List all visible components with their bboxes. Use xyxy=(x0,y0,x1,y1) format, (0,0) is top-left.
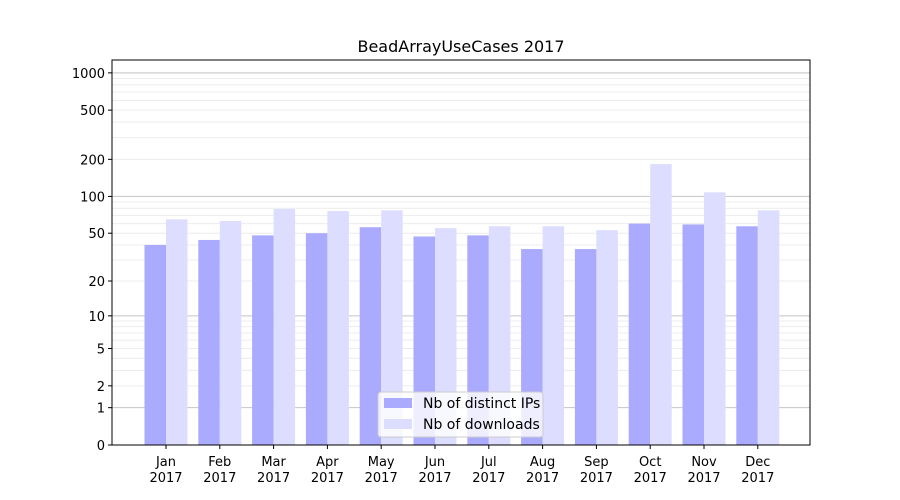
x-tick-label: 2017 xyxy=(634,471,667,486)
y-tick-label: 5 xyxy=(97,342,105,357)
bar-downloads xyxy=(327,211,349,445)
bar-downloads xyxy=(488,226,511,445)
legend-box xyxy=(377,391,544,438)
x-tick-label: Dec xyxy=(745,455,770,470)
legend-swatch-downloads xyxy=(384,419,412,429)
bar-downloads xyxy=(704,192,726,445)
x-tick-label: 2017 xyxy=(311,471,344,486)
bar-distinct-ips xyxy=(628,223,651,445)
x-tick-label: Aug xyxy=(530,455,555,470)
x-tick-label: Apr xyxy=(316,455,339,470)
x-tick-label: 2017 xyxy=(526,471,559,486)
x-tick-label: 2017 xyxy=(365,471,398,486)
bar-downloads xyxy=(435,228,457,445)
x-tick-label: 2017 xyxy=(687,471,720,486)
bar-distinct-ips xyxy=(736,226,758,445)
bar-distinct-ips xyxy=(305,233,328,445)
x-tick-label: 2017 xyxy=(741,471,774,486)
y-tick-label: 10 xyxy=(88,310,105,325)
y-tick-label: 0 xyxy=(97,439,105,454)
x-tick-label: May xyxy=(368,455,395,470)
bar-distinct-ips xyxy=(252,235,274,445)
x-tick-label: Sep xyxy=(584,455,609,470)
x-axis: Jan2017Feb2017Mar2017Apr2017May2017Jun20… xyxy=(149,445,774,486)
bar-downloads xyxy=(650,164,672,445)
bar-distinct-ips xyxy=(359,227,382,445)
x-tick-label: Mar xyxy=(261,455,286,470)
x-tick-label: 2017 xyxy=(149,471,182,486)
bar-distinct-ips xyxy=(144,244,166,445)
x-tick-label: 2017 xyxy=(580,471,613,486)
y-tick-label: 200 xyxy=(80,153,105,168)
bar-downloads xyxy=(542,226,565,445)
axes-frame xyxy=(111,59,811,446)
x-tick-label: 2017 xyxy=(418,471,451,486)
y-tick-label: 1000 xyxy=(72,67,105,82)
y-tick-label: 2 xyxy=(97,380,105,395)
bar-downloads xyxy=(219,220,242,445)
legend: Nb of distinct IPs Nb of downloads xyxy=(377,391,544,438)
y-tick-label: 100 xyxy=(80,190,105,205)
y-tick-label: 50 xyxy=(88,227,105,242)
bar-downloads xyxy=(596,230,618,445)
bar-downloads xyxy=(757,210,780,445)
x-tick-label: 2017 xyxy=(472,471,505,486)
bars xyxy=(144,164,780,445)
bar-distinct-ips xyxy=(574,249,597,445)
bar-distinct-ips xyxy=(198,239,220,445)
x-tick-label: Nov xyxy=(691,455,717,470)
x-tick-label: Jan xyxy=(155,455,176,470)
bar-distinct-ips xyxy=(682,224,704,445)
y-axis: 0 1 2 5 10 20 50 100 200 500 1000 xyxy=(72,67,112,454)
x-tick-label: Jun xyxy=(424,455,445,470)
chart-title: BeadArrayUseCases 2017 xyxy=(357,37,564,56)
bar-downloads xyxy=(166,219,188,445)
y-tick-label: 20 xyxy=(88,275,105,290)
x-tick-label: Feb xyxy=(208,455,231,470)
y-tick-label: 500 xyxy=(80,104,105,119)
x-tick-label: Jul xyxy=(480,455,497,470)
x-tick-label: 2017 xyxy=(203,471,236,486)
x-tick-label: Oct xyxy=(639,455,661,470)
bar-downloads xyxy=(273,208,296,445)
x-tick-label: 2017 xyxy=(257,471,290,486)
bar-downloads xyxy=(381,210,403,445)
y-tick-label: 1 xyxy=(97,402,105,417)
legend-swatch-ips xyxy=(384,398,412,408)
legend-label-ips: Nb of distinct IPs xyxy=(423,396,540,412)
legend-label-downloads: Nb of downloads xyxy=(423,417,540,433)
